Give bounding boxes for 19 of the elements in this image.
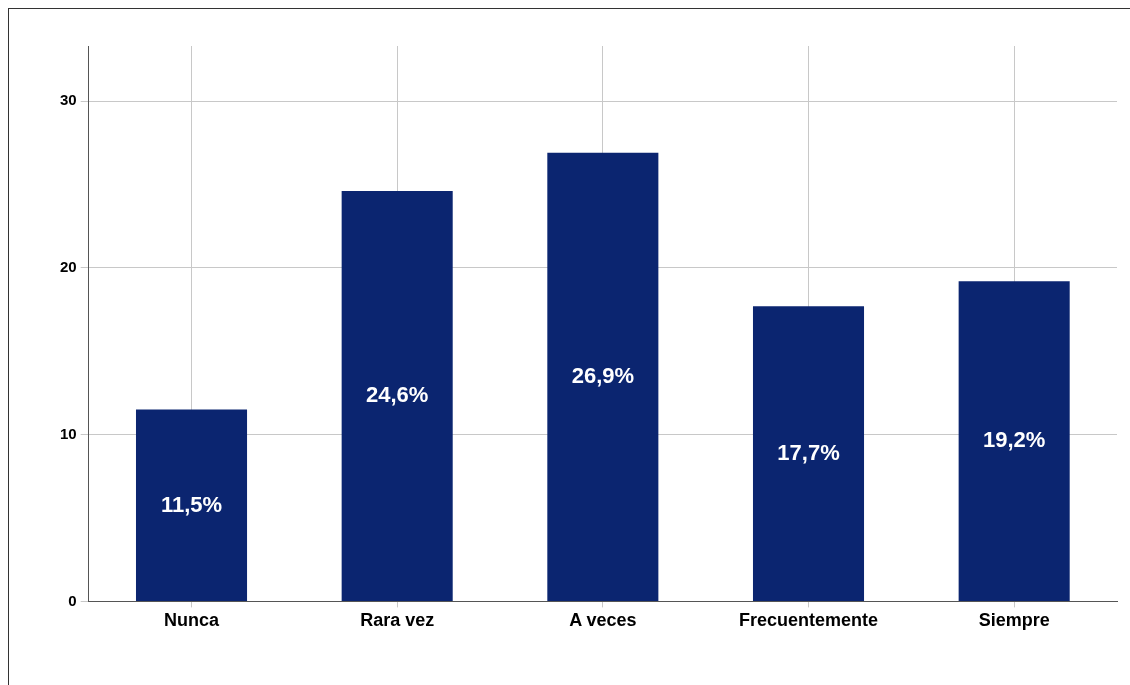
y-tick-label: 30 [60, 91, 77, 109]
data-label: 19,2% [982, 427, 1046, 453]
x-tick-label: A veces [569, 610, 637, 631]
x-tick-label: Nunca [164, 610, 221, 631]
y-tick-label: 10 [60, 424, 77, 442]
data-label: 17,7% [777, 439, 840, 465]
x-tick-label: Siempre [978, 610, 1050, 631]
bar [547, 152, 659, 601]
x-tick-label: Rara vez [360, 610, 435, 631]
y-tick-label: 0 [68, 591, 77, 609]
bar [958, 281, 1070, 601]
data-label: 24,6% [365, 382, 429, 408]
bar [752, 306, 865, 601]
x-tick-label: Frecuentemente [738, 610, 879, 631]
data-label: 26,9% [571, 363, 635, 389]
y-tick-label: 20 [60, 257, 77, 275]
bar [341, 191, 453, 601]
data-label: 11,5% [160, 491, 223, 517]
bar [135, 409, 248, 601]
